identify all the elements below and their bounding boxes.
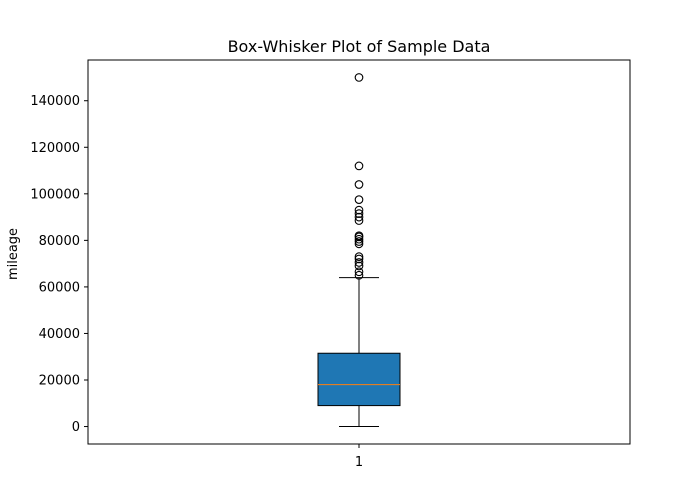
y-axis-label: mileage — [6, 228, 21, 280]
y-tick-label: 120000 — [30, 141, 80, 156]
outlier-point — [355, 162, 363, 170]
x-tick-label: 1 — [355, 455, 363, 470]
y-tick-label: 100000 — [30, 187, 80, 202]
chart-title: Box-Whisker Plot of Sample Data — [228, 37, 491, 56]
y-tick-label: 20000 — [39, 374, 80, 389]
y-tick-label: 80000 — [39, 234, 80, 249]
y-tick-label: 60000 — [39, 280, 80, 295]
y-tick-label: 0 — [72, 420, 80, 435]
plot-area: 0 20000 40000 60000 80000 100000 120000 140000 1 — [30, 74, 400, 470]
y-tick-label: 40000 — [39, 327, 80, 342]
outlier-point — [355, 74, 363, 82]
outlier-point — [355, 181, 363, 189]
iqr-box — [318, 353, 400, 405]
y-tick-label: 140000 — [30, 94, 80, 109]
outlier-point — [355, 196, 363, 204]
